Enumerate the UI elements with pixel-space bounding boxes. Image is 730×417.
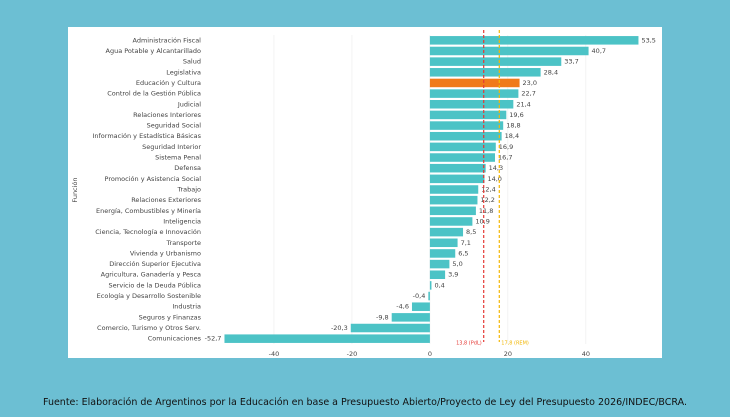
value-label: 22,7 xyxy=(521,90,535,98)
x-tick-label: -20 xyxy=(347,350,358,358)
source-note: Fuente: Elaboración de Argentinos por la… xyxy=(43,397,687,408)
y-tick-label: Ciencia, Tecnología e Innovación xyxy=(95,228,201,236)
bar xyxy=(429,89,519,98)
value-label: 18,8 xyxy=(506,122,520,130)
value-label: 10,9 xyxy=(475,217,489,225)
bar xyxy=(429,281,432,290)
value-label: 14,3 xyxy=(489,164,503,172)
x-tick-label: -40 xyxy=(269,350,280,358)
value-label: 12,4 xyxy=(481,186,495,194)
value-label: 6,5 xyxy=(458,249,468,257)
y-tick-label: Legislativa xyxy=(166,68,201,76)
bar xyxy=(429,185,479,194)
y-tick-label: Trabajo xyxy=(176,186,201,194)
bar xyxy=(429,36,639,45)
bar xyxy=(411,302,430,311)
bar xyxy=(429,174,485,184)
y-tick-label: Información y Estadística Básicas xyxy=(92,132,201,140)
y-tick-label: Inteligencia xyxy=(163,217,201,225)
y-tick-label: Dirección Superior Ejecutiva xyxy=(109,260,201,268)
value-label: -4,6 xyxy=(396,303,409,311)
reference-label: 13,8 (PdL) xyxy=(456,341,482,347)
value-label: 5,0 xyxy=(452,260,462,268)
value-label: 40,7 xyxy=(592,47,606,55)
y-tick-label: Agua Potable y Alcantarillado xyxy=(106,47,202,55)
y-tick-label: Ecología y Desarrollo Sostenible xyxy=(97,292,201,300)
y-tick-label: Agricultura, Ganadería y Pesca xyxy=(101,271,201,279)
y-tick-label: Energía, Combustibles y Minería xyxy=(96,207,201,215)
bar xyxy=(429,68,541,77)
bar xyxy=(429,46,589,56)
y-tick-label: Administración Fiscal xyxy=(133,36,202,44)
y-tick-label: Industria xyxy=(172,303,201,311)
value-label: -9,8 xyxy=(376,313,389,321)
bar xyxy=(429,121,504,130)
value-label: 53,5 xyxy=(641,36,655,44)
value-label: 21,4 xyxy=(516,100,530,108)
y-tick-label: Defensa xyxy=(174,164,201,172)
chart: Función -40 -20 0 20 40 Administración Fiscal… xyxy=(68,27,662,358)
x-tick-label: 20 xyxy=(504,350,512,358)
bar xyxy=(429,206,476,216)
value-label: 18,4 xyxy=(505,132,519,140)
y-tick-label: Control de la Gestión Pública xyxy=(107,90,201,98)
y-tick-label: Promoción y Asistencia Social xyxy=(105,175,202,183)
y-tick-label: Relaciones Exteriores xyxy=(131,196,201,204)
value-label: 11,8 xyxy=(479,207,493,215)
bar xyxy=(429,217,473,226)
bar xyxy=(429,153,496,162)
value-label: 0,4 xyxy=(434,281,444,289)
value-label: 28,4 xyxy=(544,68,558,76)
y-tick-label: Servicio de la Deuda Pública xyxy=(109,281,201,289)
value-label: 7,1 xyxy=(461,239,471,247)
value-label: 33,7 xyxy=(564,58,578,66)
y-tick-label: Sistema Penal xyxy=(155,154,201,162)
bar xyxy=(429,142,496,152)
y-tick-label: Seguridad Interior xyxy=(142,143,201,151)
y-tick-label: Seguridad Social xyxy=(147,122,202,130)
bar xyxy=(429,259,450,269)
bar xyxy=(428,291,430,301)
value-label: 19,6 xyxy=(509,111,523,119)
y-tick-label: Relaciones Interiores xyxy=(133,111,202,119)
value-label: 16,7 xyxy=(498,154,512,162)
bar xyxy=(429,78,520,88)
reference-label: 17,8 (REM) xyxy=(501,341,529,347)
bar xyxy=(350,323,430,333)
value-label: -0,4 xyxy=(413,292,426,300)
y-tick-label: Transporte xyxy=(166,239,202,247)
bar xyxy=(224,334,430,343)
y-tick-label: Judicial xyxy=(177,100,201,108)
bar xyxy=(429,270,446,280)
value-label: 14,0 xyxy=(487,175,501,183)
y-tick-label: Educación y Cultura xyxy=(136,79,201,87)
y-tick-label: Salud xyxy=(183,58,201,66)
bar xyxy=(429,238,458,248)
y-axis-title: Función xyxy=(71,177,79,202)
x-tick-label: 0 xyxy=(428,350,432,358)
bar xyxy=(429,131,502,141)
bar xyxy=(391,313,430,322)
value-label: 16,9 xyxy=(499,143,513,151)
y-tick-label: Vivienda y Urbanismo xyxy=(130,249,201,257)
panel xyxy=(68,27,662,358)
value-label: 3,9 xyxy=(448,271,458,279)
y-tick-label: Comercio, Turismo y Otros Serv. xyxy=(97,324,201,332)
value-label: 23,0 xyxy=(523,79,537,87)
value-label: -20,3 xyxy=(331,324,348,332)
y-tick-label: Comunicaciones xyxy=(148,335,202,343)
value-label: 12,2 xyxy=(480,196,494,204)
bar xyxy=(429,195,478,205)
y-tick-label: Seguros y Finanzas xyxy=(139,313,202,321)
bar xyxy=(429,99,514,109)
bar xyxy=(429,249,456,258)
value-label: 8,5 xyxy=(466,228,476,236)
bar xyxy=(429,57,562,66)
bar xyxy=(429,110,507,120)
bar xyxy=(429,163,486,173)
bar xyxy=(429,227,464,237)
x-tick-label: 40 xyxy=(582,350,590,358)
value-label: -52,7 xyxy=(205,335,222,343)
